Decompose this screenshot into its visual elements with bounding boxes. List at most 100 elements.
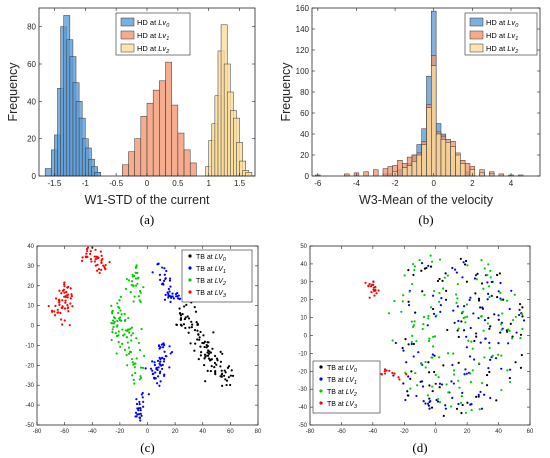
scatter-point [97, 256, 100, 259]
legend-entry-label-base: TB at [196, 290, 215, 297]
scatter-point [519, 333, 523, 336]
legend-entry-label-sub: 2 [514, 49, 518, 55]
legend-entry-label-base: HD at [137, 31, 158, 40]
scatter-point [374, 289, 377, 292]
scatter-point [487, 316, 490, 320]
scatter-point [137, 409, 140, 412]
scatter-point [185, 303, 188, 306]
scatter-point [489, 325, 492, 328]
scatter-point [169, 277, 172, 280]
scatter-point [204, 380, 207, 383]
scatter-point [397, 376, 400, 379]
scatter-point [452, 382, 455, 385]
scatter-point [430, 356, 433, 359]
scatter-point [436, 397, 440, 401]
scatter-point [159, 360, 162, 363]
scatter-point [487, 292, 490, 295]
scatter-point [133, 382, 136, 385]
scatter-point [450, 380, 453, 383]
scatter-point [209, 369, 212, 373]
x-tick-label: 1 [206, 179, 211, 188]
scatter-point [50, 310, 54, 313]
scatter-point [147, 393, 150, 396]
scatter-point [156, 263, 159, 266]
scatter-point [447, 391, 450, 394]
scatter-point [424, 360, 427, 364]
scatter-point [219, 360, 223, 363]
scatter-point [422, 322, 425, 326]
x-tick-label: -2 [392, 179, 400, 188]
scatter-point [137, 295, 140, 298]
scatter-point [130, 280, 134, 283]
y-tick-label: 40 [27, 244, 34, 250]
scatter-point [47, 304, 50, 308]
scatter-point [429, 265, 433, 268]
legend-marker [319, 365, 323, 369]
y-tick-label: -40 [25, 403, 34, 409]
scatter-point [85, 252, 88, 255]
scatter-point [372, 280, 375, 283]
scatter-point [127, 331, 131, 334]
scatter-point [156, 375, 160, 378]
histogram-bar [159, 80, 166, 177]
legend-entry-label-italic: Lv [507, 18, 516, 27]
scatter-point [427, 404, 431, 407]
scatter-point [446, 274, 449, 277]
scatter-point [457, 402, 460, 406]
legend-entry-label-sub: 1 [354, 380, 357, 386]
histogram-bar [146, 102, 154, 177]
scatter-point [135, 264, 138, 267]
panel-c: -80 -60 -40 -20 0 20 40 60 80-50-40-30-20-100102… [25, 244, 262, 455]
scatter-point [410, 320, 413, 323]
scatter-point [426, 394, 430, 397]
x-tick-label: 20 [464, 429, 471, 435]
scatter-point [431, 345, 435, 348]
scatter-point [457, 319, 460, 323]
scatter-point [142, 400, 145, 403]
scatter-point [518, 308, 521, 311]
legend-entry-label-italic: LV [346, 401, 356, 408]
scatter-point [175, 323, 178, 326]
scatter-point [488, 370, 491, 374]
scatter-point [117, 311, 120, 315]
scatter-point [431, 307, 435, 311]
histogram-bar [397, 160, 403, 177]
scatter-point [138, 299, 141, 302]
scatter-point [368, 296, 371, 299]
scatter-point [137, 341, 140, 345]
scatter-point [487, 366, 490, 370]
scatter-point [438, 300, 441, 303]
scatter-point [427, 317, 430, 320]
scatter-point [129, 327, 132, 330]
scatter-point [424, 402, 427, 405]
scatter-point [401, 300, 404, 303]
scatter-point [416, 384, 419, 387]
scatter-point [113, 317, 117, 320]
scatter-point [53, 310, 56, 313]
scatter-point [100, 268, 103, 271]
scatter-point [488, 327, 491, 330]
scatter-point [459, 257, 462, 260]
scatter-point [196, 338, 199, 341]
histogram-bar [455, 154, 461, 177]
scatter-point [465, 303, 469, 306]
x-axis-label: W3-Mean of the velocity [359, 193, 494, 207]
scatter-point [434, 373, 437, 376]
legend-entry-label: TB at LV0 [196, 254, 227, 263]
scatter-point [398, 378, 401, 381]
legend-marker [319, 377, 323, 381]
scatter-point [410, 342, 413, 346]
scatter-point [520, 353, 523, 357]
scatter-point [500, 328, 503, 331]
scatter-point [134, 271, 137, 274]
scatter-point [67, 310, 70, 313]
legend-swatch [469, 43, 484, 53]
legend-entry-label-base: HD at [486, 18, 507, 27]
scatter-point [198, 336, 201, 339]
scatter-point [161, 346, 165, 349]
scatter-point [413, 265, 417, 268]
legend-marker [319, 401, 323, 405]
scatter-point [182, 323, 186, 326]
scatter-point [123, 333, 126, 336]
